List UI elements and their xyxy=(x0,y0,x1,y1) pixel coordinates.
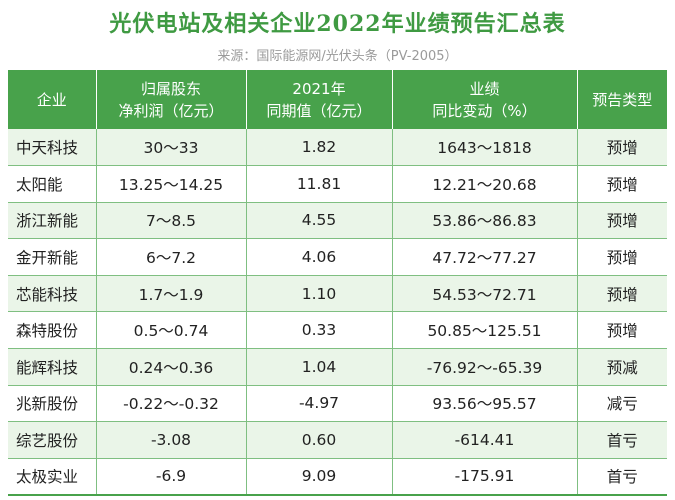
net-profit-cell: -0.22～-0.32 xyxy=(96,385,247,423)
net-profit-cell: 30～33 xyxy=(96,129,247,167)
forecast-type-cell: 预增 xyxy=(577,165,667,203)
table-row: 森特股份 0.5～0.74 0.33 50.85～125.51 预增 xyxy=(8,311,667,350)
company-cell: 金开新能 xyxy=(8,238,97,276)
company-cell: 兆新股份 xyxy=(8,385,97,423)
net-profit-cell: 0.24～0.36 xyxy=(96,348,247,386)
net-profit-cell: 1.7～1.9 xyxy=(96,275,247,313)
yoy-change-cell: 1643～1818 xyxy=(392,129,578,167)
header-net-profit: 归属股东 净利润（亿元） xyxy=(96,70,247,129)
header-yoy-change: 业绩 同比变动（%） xyxy=(392,70,578,129)
prior-year-cell: 11.81 xyxy=(246,165,393,203)
company-cell: 综艺股份 xyxy=(8,421,97,459)
net-profit-cell: 0.5～0.74 xyxy=(96,311,247,350)
company-cell: 太极实业 xyxy=(8,458,97,496)
yoy-change-cell: 50.85～125.51 xyxy=(392,311,578,350)
table-row: 中天科技 30～33 1.82 1643～1818 预增 xyxy=(8,129,667,167)
table-row: 综艺股份 -3.08 0.60 -614.41 首亏 xyxy=(8,421,667,459)
yoy-change-cell: 47.72～77.27 xyxy=(392,238,578,276)
yoy-change-cell: -175.91 xyxy=(392,458,578,496)
company-cell: 中天科技 xyxy=(8,129,97,167)
header-row: 企业 归属股东 净利润（亿元） 2021年 同期值（亿元） 业绩 同比变动（%） 预告… xyxy=(8,70,667,129)
header-forecast-type: 预告类型 xyxy=(577,70,667,129)
prior-year-cell: 9.09 xyxy=(246,458,393,496)
table-row: 能辉科技 0.24～0.36 1.04 -76.92～-65.39 预减 xyxy=(8,348,667,386)
source-note: 来源：国际能源网/光伏头条（PV-2005） xyxy=(217,49,458,64)
table-row: 浙江新能 7～8.5 4.55 53.86～86.83 预增 xyxy=(8,202,667,240)
table-title: 光伏电站及相关企业2022年业绩预告汇总表 xyxy=(109,11,566,37)
prior-year-cell: -4.97 xyxy=(246,385,393,423)
prior-year-cell: 1.82 xyxy=(246,129,393,167)
forecast-type-cell: 预增 xyxy=(577,311,667,350)
forecast-type-cell: 预增 xyxy=(577,202,667,240)
yoy-change-cell: -76.92～-65.39 xyxy=(392,348,578,386)
net-profit-cell: 6～7.2 xyxy=(96,238,247,276)
forecast-type-cell: 预减 xyxy=(577,348,667,386)
yoy-change-cell: 54.53～72.71 xyxy=(392,275,578,313)
table-row: 太阳能 13.25～14.25 11.81 12.21～20.68 预增 xyxy=(8,165,667,203)
net-profit-cell: 13.25～14.25 xyxy=(96,165,247,203)
table-row: 金开新能 6～7.2 4.06 47.72～77.27 预增 xyxy=(8,238,667,276)
prior-year-cell: 4.06 xyxy=(246,238,393,276)
prior-year-cell: 1.04 xyxy=(246,348,393,386)
net-profit-cell: -3.08 xyxy=(96,421,247,459)
header-company: 企业 xyxy=(8,70,97,129)
net-profit-cell: 7～8.5 xyxy=(96,202,247,240)
company-cell: 森特股份 xyxy=(8,311,97,350)
prior-year-cell: 1.10 xyxy=(246,275,393,313)
header-prior-year: 2021年 同期值（亿元） xyxy=(246,70,393,129)
net-profit-cell: -6.9 xyxy=(96,458,247,496)
forecast-type-cell: 首亏 xyxy=(577,421,667,459)
yoy-change-cell: 93.56～95.57 xyxy=(392,385,578,423)
yoy-change-cell: 12.21～20.68 xyxy=(392,165,578,203)
company-cell: 太阳能 xyxy=(8,165,97,203)
forecast-type-cell: 减亏 xyxy=(577,385,667,423)
performance-table: 企业 归属股东 净利润（亿元） 2021年 同期值（亿元） 业绩 同比变动（%） 预告… xyxy=(8,70,667,496)
prior-year-cell: 0.33 xyxy=(246,311,393,350)
prior-year-cell: 0.60 xyxy=(246,421,393,459)
company-cell: 能辉科技 xyxy=(8,348,97,386)
table-row: 芯能科技 1.7～1.9 1.10 54.53～72.71 预增 xyxy=(8,275,667,313)
table-row: 兆新股份 -0.22～-0.32 -4.97 93.56～95.57 减亏 xyxy=(8,385,667,423)
forecast-type-cell: 预增 xyxy=(577,275,667,313)
yoy-change-cell: -614.41 xyxy=(392,421,578,459)
table-row: 太极实业 -6.9 9.09 -175.91 首亏 xyxy=(8,458,667,496)
yoy-change-cell: 53.86～86.83 xyxy=(392,202,578,240)
prior-year-cell: 4.55 xyxy=(246,202,393,240)
company-cell: 浙江新能 xyxy=(8,202,97,240)
company-cell: 芯能科技 xyxy=(8,275,97,313)
forecast-type-cell: 预增 xyxy=(577,129,667,167)
forecast-type-cell: 首亏 xyxy=(577,458,667,496)
forecast-type-cell: 预增 xyxy=(577,238,667,276)
